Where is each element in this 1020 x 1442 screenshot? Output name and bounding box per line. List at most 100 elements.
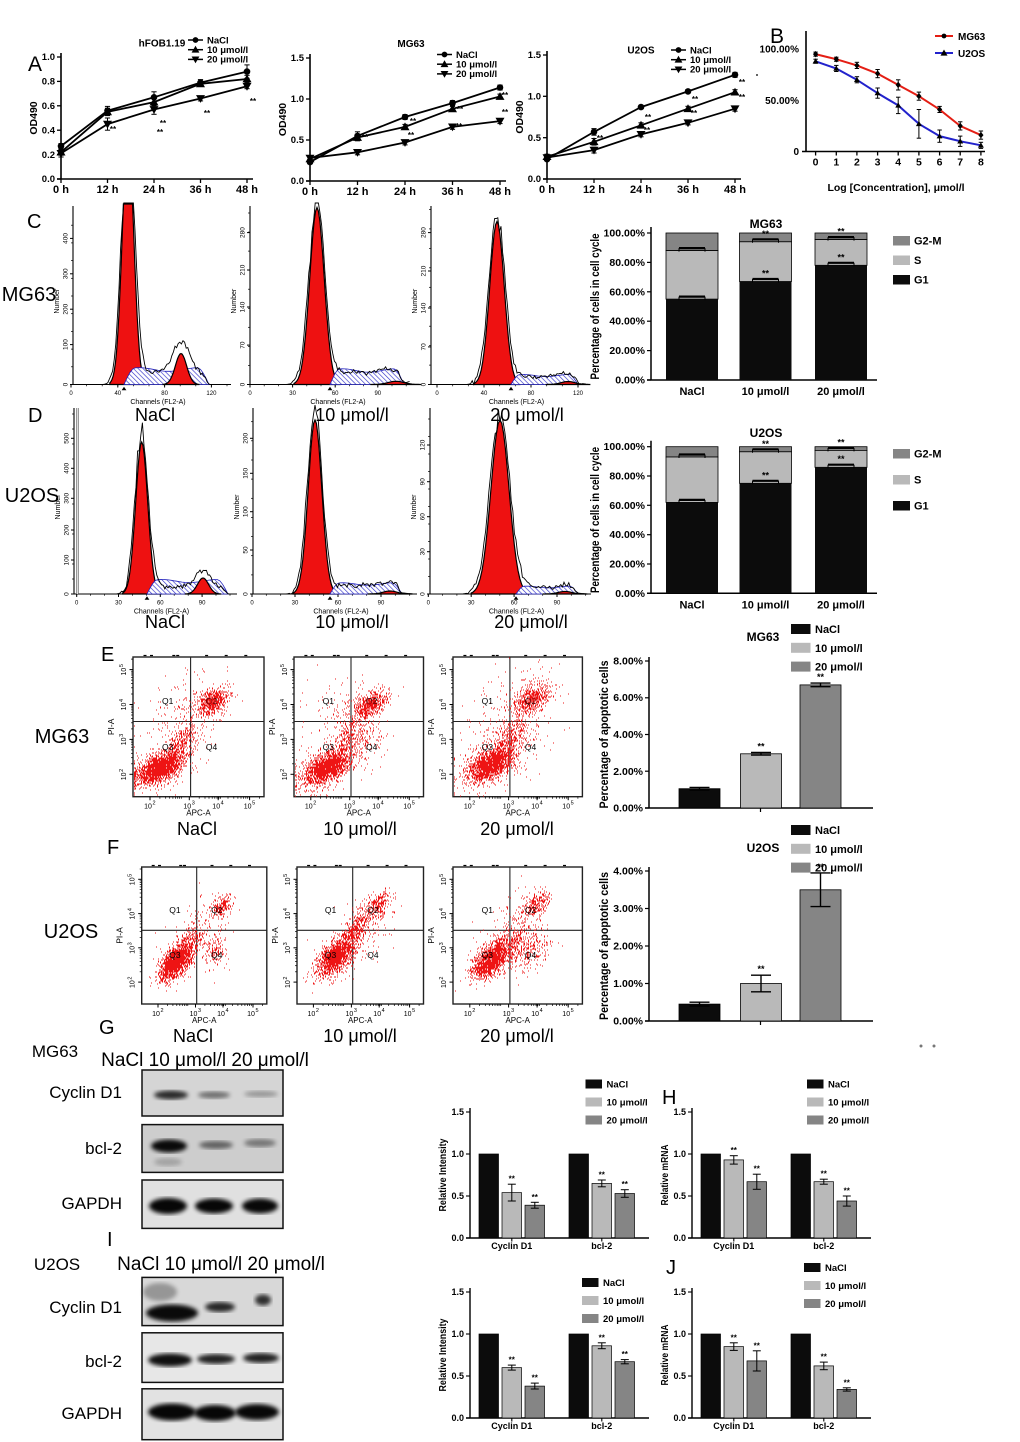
svg-text:bcl-2: bcl-2 [85, 1139, 122, 1158]
svg-text:20 μmol/l: 20 μmol/l [207, 55, 248, 66]
svg-text:**: ** [731, 1333, 738, 1342]
svg-text:Relative Intensity: Relative Intensity [438, 1318, 449, 1391]
svg-text:PI-A: PI-A [267, 718, 277, 735]
svg-text:210: 210 [240, 264, 247, 275]
svg-text:**: ** [762, 229, 770, 239]
svg-text:0.5: 0.5 [673, 1371, 686, 1381]
svg-text:Q1: Q1 [482, 696, 494, 706]
svg-text:210: 210 [421, 265, 428, 276]
svg-text:10: 10 [217, 1011, 225, 1018]
svg-text:GAPDH: GAPDH [62, 1404, 122, 1423]
svg-text:10: 10 [152, 1011, 160, 1018]
svg-text:0: 0 [240, 382, 247, 386]
svg-text:U2OS: U2OS [958, 49, 986, 60]
svg-text:12 h: 12 h [346, 186, 368, 198]
svg-text:8.00%: 8.00% [613, 656, 643, 668]
svg-text:5: 5 [255, 1008, 258, 1014]
svg-text:Q3: Q3 [482, 742, 494, 752]
svg-text:0 h: 0 h [53, 184, 69, 196]
svg-text:Number: Number [411, 494, 418, 520]
svg-text:10 μmol/l: 10 μmol/l [207, 45, 248, 56]
svg-text:2: 2 [472, 801, 475, 807]
svg-text:**: ** [762, 470, 770, 480]
svg-text:Q3: Q3 [162, 742, 174, 752]
svg-text:PI-A: PI-A [270, 927, 280, 944]
svg-text:**: ** [817, 862, 825, 872]
svg-text:10: 10 [282, 772, 289, 780]
svg-text:80.00%: 80.00% [609, 471, 645, 483]
svg-text:10 μmol/l: 10 μmol/l [315, 612, 388, 632]
svg-text:**: ** [691, 109, 698, 118]
svg-text:0 h: 0 h [302, 186, 318, 198]
svg-text:2: 2 [160, 1008, 163, 1014]
svg-text:Cyclin D1: Cyclin D1 [713, 1421, 754, 1431]
svg-text:Channels (FL2-A): Channels (FL2-A) [489, 399, 544, 406]
svg-text:5: 5 [252, 801, 255, 807]
svg-text:20 μmol/l: 20 μmol/l [490, 405, 563, 425]
svg-text:10: 10 [130, 946, 137, 954]
svg-text:300: 300 [64, 492, 71, 503]
svg-text:20 μmol/l: 20 μmol/l [607, 1116, 648, 1127]
svg-text:**: ** [160, 119, 167, 128]
svg-text:Q1: Q1 [169, 905, 181, 915]
svg-text:10: 10 [282, 668, 289, 676]
svg-text:1.5: 1.5 [673, 1107, 686, 1117]
svg-text:PI-A: PI-A [106, 718, 116, 735]
svg-text:**: ** [502, 91, 509, 100]
svg-text:280: 280 [421, 227, 428, 238]
svg-text:280: 280 [240, 227, 247, 238]
svg-text:**: ** [204, 109, 211, 118]
svg-text:50.00%: 50.00% [765, 96, 799, 107]
svg-text:10: 10 [121, 703, 128, 711]
svg-text:1.5: 1.5 [451, 1107, 464, 1117]
svg-text:100: 100 [63, 339, 70, 350]
svg-text:1.5: 1.5 [528, 50, 542, 61]
svg-text:80.00%: 80.00% [609, 257, 645, 269]
svg-text:3: 3 [511, 1008, 514, 1014]
svg-text:S: S [914, 475, 921, 487]
svg-text:Q2: Q2 [211, 905, 223, 915]
svg-text:**: ** [532, 1193, 539, 1202]
svg-text:5: 5 [280, 664, 286, 667]
svg-text:10: 10 [212, 804, 220, 811]
svg-text:3: 3 [511, 801, 514, 807]
svg-text:10: 10 [441, 946, 448, 954]
svg-text:G: G [99, 1017, 115, 1039]
svg-text:NaCl: NaCl [173, 1026, 213, 1046]
svg-text:24 h: 24 h [143, 184, 165, 196]
svg-text:5: 5 [439, 664, 445, 667]
svg-text:3: 3 [280, 734, 286, 737]
svg-text:10: 10 [346, 1011, 354, 1018]
svg-text:**: ** [821, 1353, 828, 1362]
svg-text:10 μmol/l: 10 μmol/l [815, 844, 863, 856]
svg-text:3: 3 [439, 734, 445, 737]
svg-text:0: 0 [421, 382, 428, 386]
svg-text:10 μmol/l: 10 μmol/l [323, 819, 396, 839]
svg-text:60: 60 [511, 601, 518, 607]
svg-text:G2-M: G2-M [914, 236, 942, 248]
svg-text:3: 3 [875, 157, 881, 169]
svg-text:**: ** [599, 1333, 606, 1342]
svg-text:40: 40 [114, 391, 121, 397]
svg-text:4: 4 [540, 1008, 543, 1014]
svg-text:U2OS: U2OS [747, 841, 780, 855]
svg-text:10: 10 [190, 1011, 198, 1018]
svg-text:Q1: Q1 [162, 696, 174, 706]
svg-text:1.0: 1.0 [291, 94, 304, 105]
svg-text:Percentage of apoptotic cells: Percentage of apoptotic cells [599, 661, 611, 809]
svg-text:**: ** [754, 1341, 761, 1350]
svg-text:20 μmol/l: 20 μmol/l [603, 1314, 644, 1325]
svg-text:Relative Intensity: Relative Intensity [438, 1138, 449, 1211]
svg-text:Q1: Q1 [482, 905, 494, 915]
svg-text:**: ** [509, 1175, 516, 1184]
svg-text:10 μmol/l: 10 μmol/l [825, 1281, 866, 1292]
svg-text:10: 10 [503, 804, 511, 811]
svg-text:OD490: OD490 [28, 101, 40, 134]
svg-text:20 μmol/l: 20 μmol/l [494, 612, 567, 632]
svg-text:Cyclin D1: Cyclin D1 [491, 1421, 532, 1431]
svg-text:**: ** [754, 1165, 761, 1174]
svg-text:8: 8 [978, 157, 984, 169]
svg-text:**: ** [844, 1378, 851, 1387]
svg-text:10: 10 [531, 804, 539, 811]
svg-text:0.6: 0.6 [42, 101, 55, 112]
